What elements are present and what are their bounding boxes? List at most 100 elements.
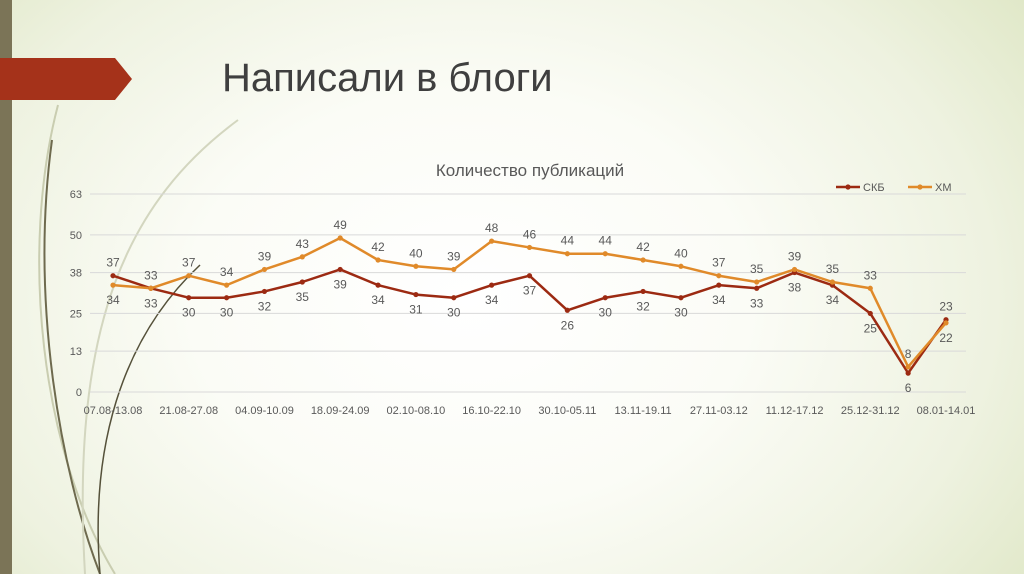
data-label: 31 <box>409 303 423 317</box>
x-tick-label: 04.09-10.09 <box>235 405 294 417</box>
data-label: 44 <box>561 234 575 248</box>
data-label: 40 <box>409 246 423 260</box>
series-line-xm <box>112 236 947 369</box>
data-label: 48 <box>485 221 499 235</box>
data-point <box>337 266 343 273</box>
data-point <box>564 251 570 257</box>
data-point <box>905 364 911 370</box>
data-label: 49 <box>334 218 348 232</box>
data-point <box>223 295 230 301</box>
data-point <box>716 273 722 279</box>
x-tick-label: 13.11-19.11 <box>615 405 672 417</box>
x-tick-label: 30.10-05.11 <box>538 405 596 417</box>
data-point <box>867 285 873 291</box>
data-point <box>299 279 305 285</box>
data-point <box>261 266 268 273</box>
data-label: 37 <box>712 256 726 270</box>
data-label: 34 <box>826 293 840 307</box>
data-point <box>791 266 798 273</box>
data-point <box>261 288 268 295</box>
data-label: 37 <box>182 256 196 270</box>
x-tick-label: 11.12-17.12 <box>766 405 824 417</box>
data-label: 26 <box>561 318 575 332</box>
data-label: 42 <box>371 240 385 254</box>
data-point <box>110 282 116 288</box>
data-point <box>413 291 419 298</box>
data-label: 44 <box>599 234 613 248</box>
x-tick-label: 27.11-03.12 <box>690 405 748 417</box>
data-label: 34 <box>220 265 234 279</box>
data-point <box>299 254 305 260</box>
data-label: 34 <box>485 293 499 307</box>
data-point <box>943 320 949 326</box>
chart-title: Количество публикаций <box>436 161 624 180</box>
data-label: 33 <box>750 296 764 310</box>
x-tick-label: 16.10-22.10 <box>462 405 521 417</box>
data-label: 39 <box>447 249 461 263</box>
x-tick-label: 18.09-24.09 <box>311 405 370 417</box>
x-tick-label: 07.08-13.08 <box>84 405 143 417</box>
data-label: 40 <box>674 246 688 260</box>
data-point <box>640 288 646 295</box>
legend-marker <box>917 184 923 190</box>
data-label: 25 <box>864 321 878 335</box>
data-label: 33 <box>144 268 158 282</box>
data-point <box>564 307 570 313</box>
data-label: 34 <box>371 293 385 307</box>
data-label: 35 <box>826 262 840 276</box>
left-accent-bar <box>0 0 12 574</box>
x-tick-label: 21.08-27.08 <box>159 405 218 417</box>
data-point <box>754 285 760 291</box>
data-point <box>526 244 533 251</box>
data-label: 39 <box>334 277 348 291</box>
data-point <box>905 370 911 376</box>
data-label: 30 <box>599 306 613 320</box>
y-tick-label: 63 <box>70 189 82 201</box>
data-point <box>489 282 495 288</box>
data-label: 43 <box>296 237 310 251</box>
data-label: 32 <box>258 299 272 313</box>
data-point <box>375 257 381 263</box>
data-point <box>829 279 836 285</box>
data-point <box>678 295 684 301</box>
data-point <box>754 279 760 285</box>
data-point <box>451 266 457 273</box>
data-label: 32 <box>636 299 650 313</box>
data-point <box>451 295 457 301</box>
data-label: 37 <box>106 256 120 270</box>
data-label: 35 <box>296 290 310 304</box>
data-label: 33 <box>144 296 158 310</box>
title-banner-arrow <box>0 58 132 100</box>
data-point <box>678 263 684 269</box>
data-point <box>413 263 419 269</box>
data-point <box>489 238 495 244</box>
data-point <box>375 282 381 288</box>
legend-label: СКБ <box>863 182 885 194</box>
data-label: 8 <box>905 347 912 361</box>
data-label: 46 <box>523 227 537 241</box>
data-point <box>186 295 192 301</box>
x-tick-label: 02.10-08.10 <box>387 405 446 417</box>
data-label: 30 <box>220 306 234 320</box>
data-point <box>867 310 873 317</box>
data-label: 38 <box>788 281 802 295</box>
data-point <box>716 282 722 288</box>
data-point <box>148 285 154 291</box>
data-point <box>526 273 533 279</box>
data-label: 39 <box>788 249 802 263</box>
data-label: 35 <box>750 262 764 276</box>
data-label: 30 <box>674 306 688 320</box>
data-point <box>602 251 608 257</box>
data-label: 23 <box>939 300 953 314</box>
y-tick-label: 50 <box>70 230 82 242</box>
data-point <box>602 295 608 301</box>
data-label: 34 <box>106 293 120 307</box>
y-tick-label: 38 <box>70 268 82 280</box>
legend-marker <box>845 184 851 190</box>
y-tick-label: 13 <box>70 346 82 358</box>
y-tick-label: 25 <box>70 308 82 320</box>
data-label: 39 <box>258 249 272 263</box>
data-point <box>337 235 343 241</box>
data-point <box>186 273 192 279</box>
